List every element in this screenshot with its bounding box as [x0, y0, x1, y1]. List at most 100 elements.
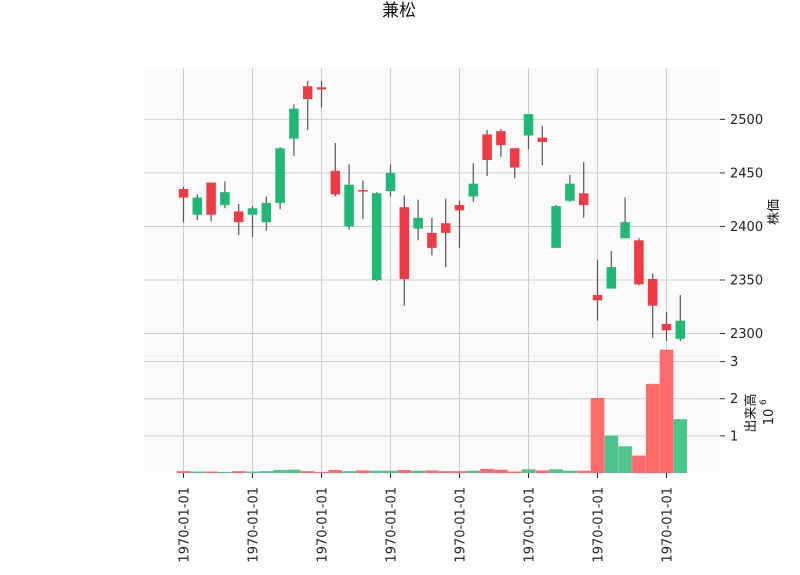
volume-multiplier-base: 10	[762, 409, 777, 426]
candle-body	[509, 148, 520, 168]
volume-bar	[480, 468, 494, 473]
date-tick-label: 1970-01-01	[247, 487, 262, 563]
candle-body	[620, 222, 630, 239]
candle-body	[537, 137, 548, 142]
candle-body	[344, 184, 354, 227]
candle-body	[371, 193, 382, 280]
volume-bar	[314, 471, 329, 473]
volume-bar	[466, 470, 481, 473]
volume-bar	[645, 383, 660, 473]
volume-axis: 1 2 3	[720, 355, 738, 444]
price-tick-label: 2500	[730, 113, 763, 128]
volume-bar	[356, 470, 370, 473]
volume-bar	[590, 397, 605, 473]
volume-bar	[659, 349, 674, 473]
date-tick-label: 1970-01-01	[385, 487, 400, 563]
candle-body	[675, 320, 686, 339]
candle-body	[482, 134, 492, 161]
candle-body	[551, 206, 561, 248]
volume-bar	[425, 470, 439, 473]
candle-body	[647, 278, 658, 306]
date-tick-label: 1970-01-01	[316, 487, 331, 563]
candle-body	[358, 190, 368, 192]
candle-body	[634, 240, 644, 285]
candle-body	[454, 205, 465, 211]
volume-bar	[176, 471, 191, 473]
candle-body	[496, 131, 506, 146]
volume-bar	[563, 470, 577, 473]
candle-body	[399, 207, 410, 279]
volume-bar	[328, 470, 343, 473]
candle-body	[578, 193, 589, 206]
date-axis: 1970-01-01 1970-01-01 1970-01-01 1970-01-01…	[178, 473, 676, 563]
candle-body	[289, 108, 299, 139]
candle-body	[192, 197, 203, 215]
candle-body	[233, 211, 244, 223]
volume-bar	[438, 471, 453, 473]
volume-bar	[300, 471, 315, 473]
volume-bar	[287, 469, 301, 473]
candle-body	[592, 294, 603, 301]
volume-bar	[452, 471, 467, 473]
volume-bars	[176, 349, 688, 473]
candle-body	[178, 188, 189, 198]
price-panel	[144, 68, 720, 356]
price-tick-label: 2300	[730, 327, 763, 342]
candle-body	[330, 170, 341, 195]
volume-multiplier-exponent: 6	[759, 399, 769, 405]
candle-body	[468, 183, 479, 197]
volume-bar	[576, 470, 591, 473]
candle-body	[606, 267, 617, 289]
date-tick-label: 1970-01-01	[454, 487, 469, 563]
volume-bar	[273, 470, 287, 473]
candle-body	[440, 223, 451, 233]
chart-title: 兼松	[382, 1, 416, 21]
candle-body	[413, 217, 423, 229]
volume-bar	[411, 470, 425, 473]
volume-bar	[204, 471, 218, 473]
candle-body	[385, 172, 396, 192]
volume-bar	[507, 471, 522, 473]
candle-body	[261, 202, 272, 223]
date-tick-label: 1970-01-01	[661, 487, 676, 563]
volume-bar	[632, 455, 646, 473]
price-tick-label: 2350	[730, 273, 763, 288]
date-tick-label: 1970-01-01	[523, 487, 538, 563]
candle-body	[206, 182, 216, 215]
volume-axis-label: 出来高	[743, 393, 759, 432]
price-axis: 2300 2350 2400 2450 2500	[720, 113, 763, 342]
volume-tick-label: 3	[730, 355, 738, 370]
volume-bar	[245, 471, 260, 473]
price-tick-label: 2400	[730, 220, 763, 235]
candle-body	[302, 86, 313, 100]
volume-bar	[618, 446, 632, 473]
volume-tick-label: 2	[730, 392, 738, 407]
candle-body	[247, 208, 258, 215]
volume-bar	[673, 419, 688, 473]
volume-bar	[190, 471, 205, 473]
volume-bar	[521, 469, 536, 473]
candle-body	[220, 192, 230, 206]
volume-bar	[535, 470, 550, 473]
volume-bar	[383, 470, 398, 473]
candle-body	[661, 323, 672, 331]
candles	[178, 80, 686, 342]
volume-bar	[259, 471, 274, 473]
volume-bar	[231, 471, 246, 473]
date-tick-label: 1970-01-01	[592, 487, 607, 563]
candle-body	[427, 232, 437, 248]
candle-body	[523, 114, 534, 136]
volume-bar	[604, 435, 619, 473]
volume-bar	[494, 469, 508, 473]
volume-bar	[369, 470, 384, 473]
volume-bar	[342, 471, 356, 473]
candle-body	[275, 148, 285, 203]
volume-bar	[397, 470, 412, 473]
candle-body	[316, 87, 327, 90]
volume-bar	[549, 469, 563, 473]
price-axis-label: 株価	[767, 199, 782, 225]
volume-bar	[218, 471, 232, 473]
volume-tick-label: 1	[730, 429, 738, 444]
candle-body	[565, 183, 575, 201]
